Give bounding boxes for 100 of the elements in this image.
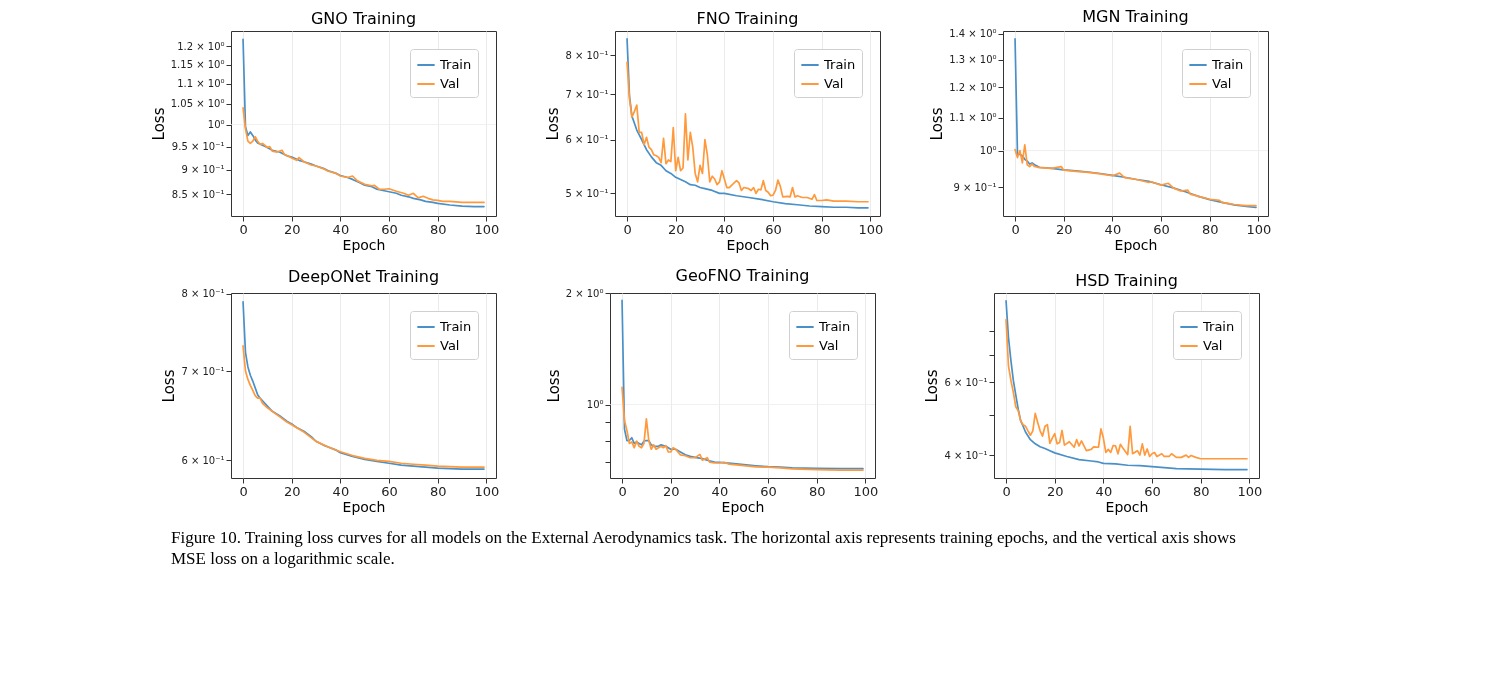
x-tick-label: 80 [1201,221,1219,237]
x-tick-label: 40 [332,221,350,237]
x-tick-label: 40 [716,221,734,237]
x-tick-label: 0 [1011,221,1020,237]
x-axis-title: Epoch [721,498,765,515]
line-series [1005,299,1248,471]
y-tick-label: 1.1 × 10⁰ [949,112,997,124]
line-series [1014,143,1257,207]
x-tick-label: 80 [429,483,447,499]
y-tick-label: 8.5 × 10⁻¹ [171,188,225,200]
line-series [626,61,869,203]
x-axis-title: Epoch [1105,498,1149,515]
y-tick-label: 1.2 × 10⁰ [177,40,225,52]
chart-title: FNO Training [696,9,799,28]
y-tick-label: 6 × 10⁻¹ [181,454,225,466]
x-tick-label: 20 [667,221,685,237]
chart-title: DeepONet Training [287,266,440,286]
y-axis-title: Loss [544,107,563,141]
x-tick-label: 0 [239,483,248,499]
y-tick-label: 5 × 10⁻¹ [565,187,609,199]
y-tick-label: 10⁰ [207,119,225,131]
y-tick-label: 6 × 10⁻¹ [565,134,609,146]
x-tick-label: 100 [474,221,500,237]
x-tick-label: 100 [1237,483,1263,499]
legend-label: Val [824,76,844,91]
x-tick-label: 100 [853,483,879,499]
x-tick-label: 60 [765,221,782,237]
x-tick-label: 0 [1002,483,1011,499]
y-tick-label: 7 × 10⁻¹ [181,365,225,377]
legend-label: Train [439,319,472,334]
y-tick-label: 7 × 10⁻¹ [565,88,609,100]
x-tick-label: 0 [618,483,627,499]
x-tick-label: 60 [760,483,777,499]
x-tick-label: 60 [381,221,398,237]
legend-label: Train [1202,319,1235,334]
x-tick-label: 0 [239,221,248,237]
x-axis-title: Epoch [1114,236,1158,253]
x-axis-title: Epoch [342,498,386,515]
x-tick-label: 0 [623,221,632,237]
y-tick-label: 1.15 × 10⁰ [170,59,225,71]
y-tick-label: 2 × 10⁰ [565,287,604,299]
legend-label: Train [1211,57,1244,72]
y-tick-label: 1.05 × 10⁰ [170,98,225,110]
x-tick-label: 60 [381,483,398,499]
y-axis-title: Loss [149,107,168,141]
x-tick-label: 80 [429,221,447,237]
x-tick-label: 40 [711,483,729,499]
x-tick-label: 80 [813,221,831,237]
y-tick-label: 9.5 × 10⁻¹ [171,141,225,153]
chart-title: HSD Training [1075,271,1178,290]
x-tick-label: 100 [1246,221,1272,237]
legend-label: Val [1212,76,1232,91]
x-axis-title: Epoch [726,236,770,253]
legend-label: Train [439,57,472,72]
legend-label: Train [823,57,856,72]
y-tick-label: 1.1 × 10⁰ [177,78,225,90]
x-tick-label: 40 [332,483,350,499]
caption: Figure 10. Training loss curves for all models on the External Aerodynamics task. The horizontal axis represents training epochs, and the vertical axis shows MSE loss on a logarithmic scale. [171,528,1236,568]
legend-label: Val [819,338,839,353]
line-series [242,300,485,470]
x-tick-label: 40 [1095,483,1113,499]
y-axis-title: Loss [160,369,179,403]
line-series [626,38,869,209]
y-tick-label: 1.3 × 10⁰ [949,54,997,66]
y-tick-label: 10⁰ [979,145,997,157]
x-tick-label: 100 [474,483,500,499]
x-tick-label: 80 [1192,483,1210,499]
x-tick-label: 80 [808,483,826,499]
x-tick-label: 20 [1055,221,1073,237]
y-tick-label: 4 × 10⁻¹ [944,449,988,461]
chart-title: GNO Training [310,9,417,28]
line-series [621,386,864,471]
x-tick-label: 100 [858,221,884,237]
x-tick-label: 60 [1144,483,1161,499]
legend-label: Val [440,76,460,91]
legend-label: Val [1203,338,1223,353]
y-tick-label: 9 × 10⁻¹ [953,181,997,193]
chart-title: GeoFNO Training [675,266,810,285]
line-series [621,299,864,470]
legend-label: Train [818,319,851,334]
y-tick-label: 1.4 × 10⁰ [949,28,997,40]
y-tick-label: 1.2 × 10⁰ [949,81,997,93]
y-axis-title: Loss [544,369,563,403]
x-axis-title: Epoch [342,236,386,253]
x-tick-label: 20 [283,483,301,499]
x-tick-label: 20 [283,221,301,237]
line-series [1005,318,1248,460]
x-tick-label: 20 [1046,483,1064,499]
y-tick-label: 8 × 10⁻¹ [565,49,609,61]
y-axis-title: Loss [928,107,947,141]
y-tick-label: 6 × 10⁻¹ [944,377,988,388]
y-tick-label: 10⁰ [586,399,604,411]
x-tick-label: 40 [1104,221,1122,237]
x-tick-label: 60 [1153,221,1170,237]
x-tick-label: 20 [662,483,680,499]
y-tick-label: 9 × 10⁻¹ [181,164,225,176]
chart-title: MGN Training [1082,6,1189,26]
legend-label: Val [440,338,460,353]
line-series [1014,38,1257,209]
y-axis-title: Loss [923,369,942,403]
